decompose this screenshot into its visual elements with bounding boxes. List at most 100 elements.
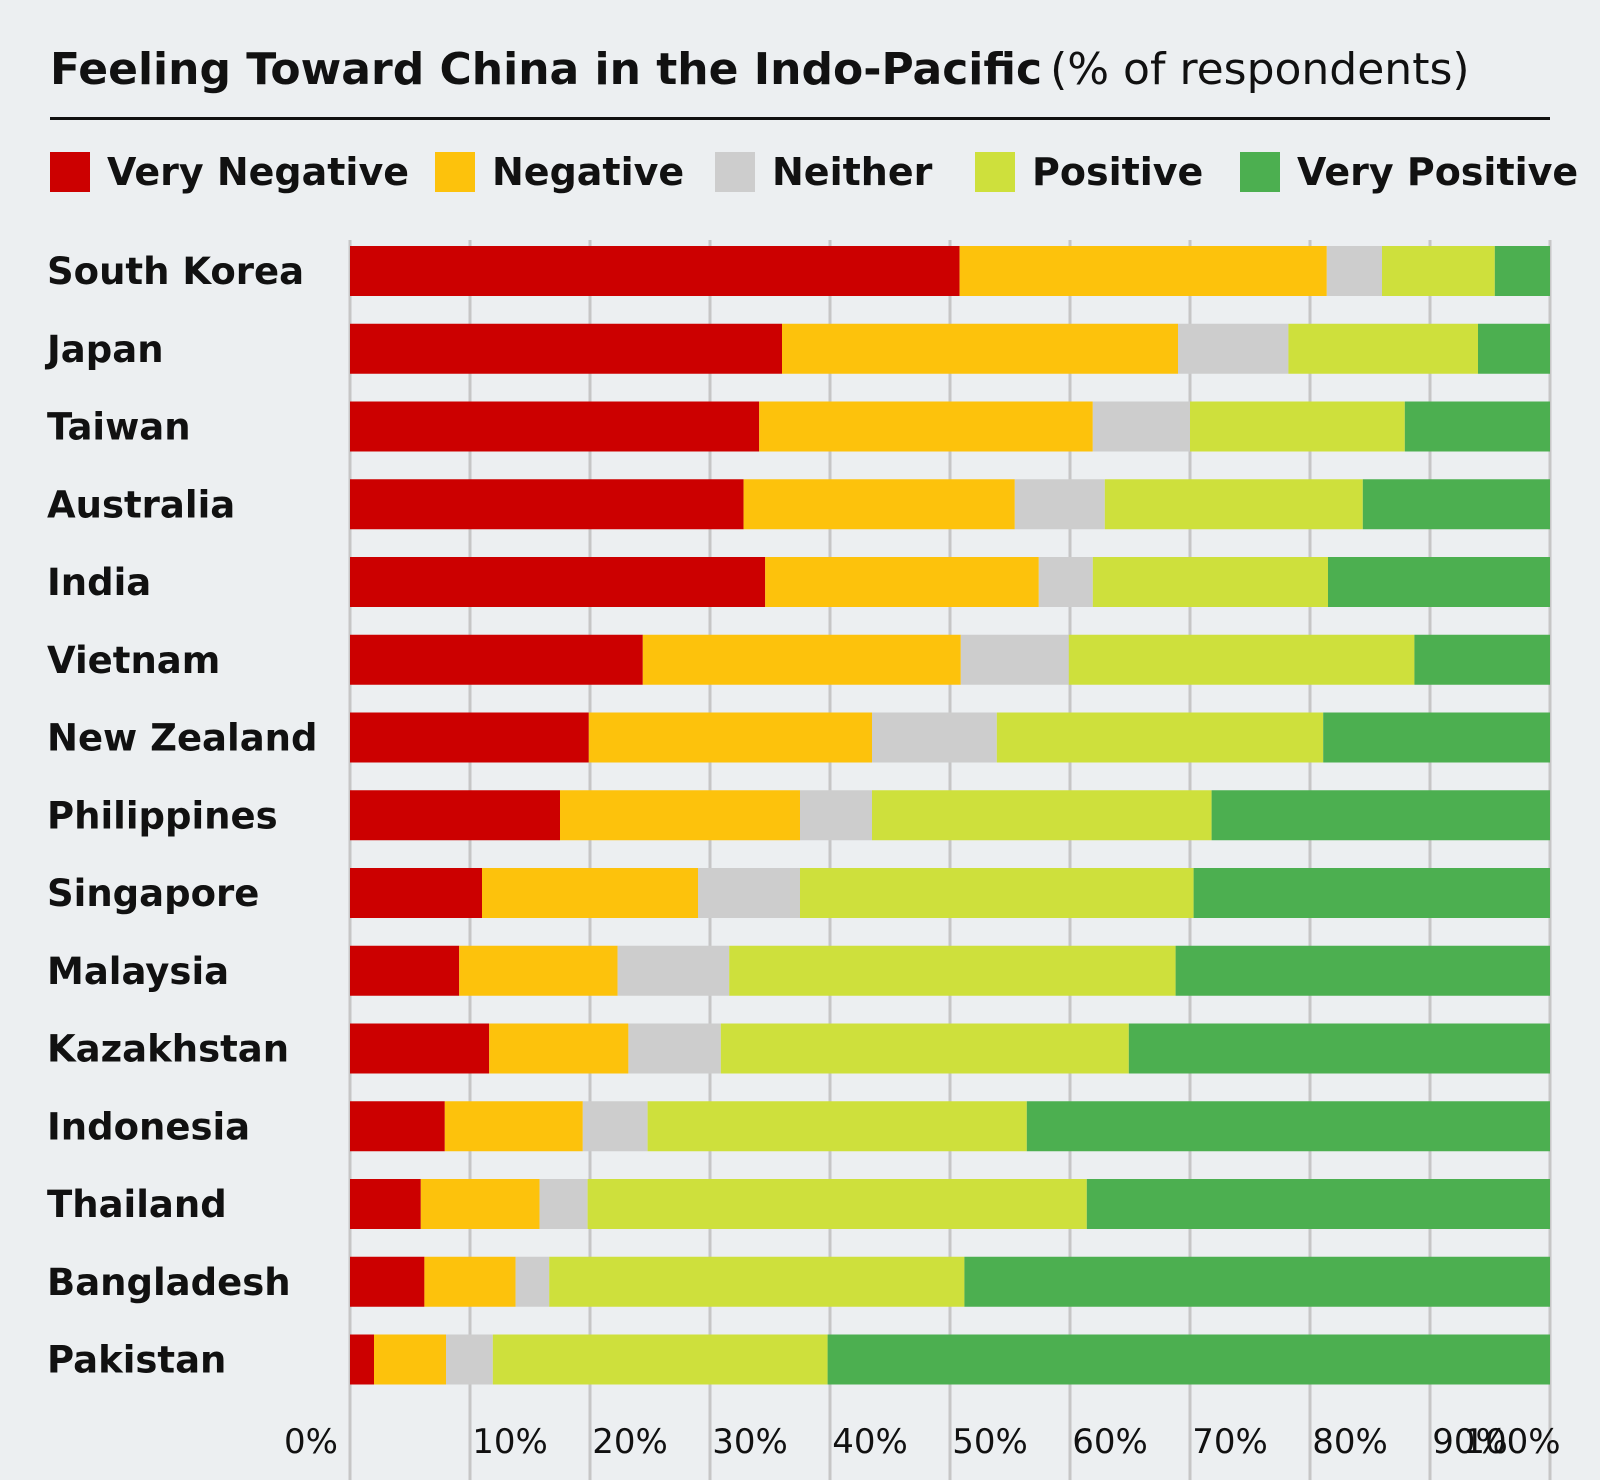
bar-philippines-very-positive	[1211, 790, 1550, 841]
category-label-kazakhstan: Kazakhstan	[47, 1028, 289, 1071]
bar-australia-very-negative	[350, 479, 744, 530]
category-label-bangladesh: Bangladesh	[47, 1261, 291, 1304]
legend-swatch-positive	[975, 152, 1015, 192]
category-label-south-korea: South Korea	[47, 250, 304, 293]
bar-singapore-neither	[698, 868, 800, 918]
bar-bangladesh-neither	[515, 1256, 550, 1307]
bar-singapore-positive	[800, 868, 1194, 918]
legend: Very Negative Negative Neither Positive …	[50, 150, 1578, 194]
x-tick-label-50: 50%	[952, 1422, 1028, 1462]
bar-singapore-negative	[482, 868, 698, 918]
bar-indonesia-neither	[582, 1101, 648, 1152]
bar-taiwan-positive	[1190, 401, 1405, 452]
bar-malaysia-negative	[459, 945, 618, 996]
bar-vietnam-neither	[960, 634, 1069, 685]
category-label-japan: Japan	[44, 328, 164, 371]
bar-vietnam-very-negative	[350, 634, 643, 685]
x-tick-label-0: 0%	[284, 1422, 338, 1462]
legend-label-very-negative: Very Negative	[107, 150, 409, 194]
bar-pakistan-very-negative	[350, 1334, 374, 1385]
category-label-australia: Australia	[47, 483, 235, 526]
bar-bangladesh-very-negative	[350, 1256, 425, 1307]
bar-malaysia-positive	[729, 945, 1176, 996]
bar-india-positive	[1092, 557, 1328, 607]
category-label-indonesia: Indonesia	[47, 1105, 250, 1148]
bar-indonesia-positive	[647, 1101, 1027, 1152]
legend-label-positive: Positive	[1032, 150, 1204, 194]
bar-india-very-negative	[350, 557, 766, 607]
bar-thailand-neither	[539, 1179, 588, 1229]
bar-south-korea-very-negative	[350, 246, 960, 296]
bar-taiwan-very-positive	[1404, 401, 1550, 452]
bar-philippines-very-negative	[350, 790, 560, 841]
category-label-vietnam: Vietnam	[47, 639, 220, 682]
category-label-pakistan: Pakistan	[47, 1339, 226, 1382]
bar-bangladesh-negative	[424, 1256, 516, 1307]
bar-indonesia-very-negative	[350, 1101, 445, 1152]
legend-swatch-negative	[435, 152, 475, 192]
bar-indonesia-negative	[444, 1101, 583, 1152]
bar-kazakhstan-positive	[720, 1023, 1129, 1074]
legend-swatch-very-positive	[1240, 152, 1280, 192]
chart-title: Feeling Toward China in the Indo-Pacific…	[50, 40, 1470, 100]
bar-singapore-very-positive	[1193, 868, 1550, 918]
bar-south-korea-neither	[1326, 246, 1382, 296]
bar-malaysia-very-negative	[350, 945, 460, 996]
x-tick-label-100: 100%	[1463, 1422, 1560, 1462]
legend-swatch-very-negative	[50, 152, 90, 192]
bar-kazakhstan-negative	[489, 1023, 629, 1074]
bar-vietnam-negative	[642, 634, 961, 685]
bar-australia-very-positive	[1362, 479, 1550, 530]
legend-label-very-positive: Very Positive	[1297, 150, 1579, 194]
bar-taiwan-very-negative	[350, 401, 760, 452]
bar-pakistan-neither	[446, 1334, 493, 1385]
bar-india-negative	[765, 557, 1039, 607]
x-tick-label-90: 90%	[1432, 1422, 1508, 1462]
bar-south-korea-very-positive	[1494, 246, 1550, 296]
bar-japan-neither	[1178, 323, 1289, 374]
bar-bangladesh-very-positive	[964, 1256, 1550, 1307]
bar-new-zealand-negative	[588, 712, 872, 763]
x-tick-label-40: 40%	[832, 1422, 908, 1462]
bar-indonesia-very-positive	[1026, 1101, 1550, 1152]
bar-new-zealand-very-positive	[1323, 712, 1550, 763]
bar-philippines-negative	[560, 790, 800, 841]
bar-malaysia-neither	[617, 945, 730, 996]
legend-label-neither: Neither	[772, 150, 933, 194]
category-label-india: India	[47, 561, 151, 604]
x-tick-label-10: 10%	[472, 1422, 548, 1462]
bar-kazakhstan-very-negative	[350, 1023, 490, 1074]
bar-south-korea-negative	[959, 246, 1327, 296]
bar-australia-neither	[1014, 479, 1105, 530]
bar-japan-very-negative	[350, 323, 782, 374]
chart-title-main: Feeling Toward China in the Indo-Pacific	[50, 44, 1043, 95]
chart-title-unit: (% of respondents)	[1050, 44, 1470, 95]
bar-pakistan-very-positive	[827, 1334, 1550, 1385]
bar-singapore-very-negative	[350, 868, 482, 918]
bar-vietnam-positive	[1068, 634, 1415, 685]
bar-india-very-positive	[1328, 557, 1550, 607]
x-tick-label-20: 20%	[592, 1422, 668, 1462]
bar-thailand-very-positive	[1086, 1179, 1550, 1229]
bar-malaysia-very-positive	[1175, 945, 1550, 996]
bar-india-neither	[1038, 557, 1093, 607]
bar-new-zealand-very-negative	[350, 712, 589, 763]
category-label-singapore: Singapore	[47, 872, 259, 915]
bar-thailand-negative	[420, 1179, 540, 1229]
bar-pakistan-positive	[492, 1334, 828, 1385]
category-label-thailand: Thailand	[47, 1183, 227, 1226]
category-label-taiwan: Taiwan	[47, 406, 191, 449]
bar-thailand-positive	[587, 1179, 1087, 1229]
category-label-malaysia: Malaysia	[47, 950, 229, 993]
x-tick-label-70: 70%	[1192, 1422, 1268, 1462]
bar-new-zealand-positive	[996, 712, 1324, 763]
bar-australia-negative	[743, 479, 1015, 530]
bar-vietnam-very-positive	[1414, 634, 1550, 685]
bar-taiwan-neither	[1092, 401, 1190, 452]
category-label-new-zealand: New Zealand	[47, 717, 318, 760]
bar-bangladesh-positive	[549, 1256, 965, 1307]
bar-pakistan-negative	[374, 1334, 446, 1385]
legend-swatch-neither	[715, 152, 755, 192]
bar-japan-negative	[782, 323, 1178, 374]
